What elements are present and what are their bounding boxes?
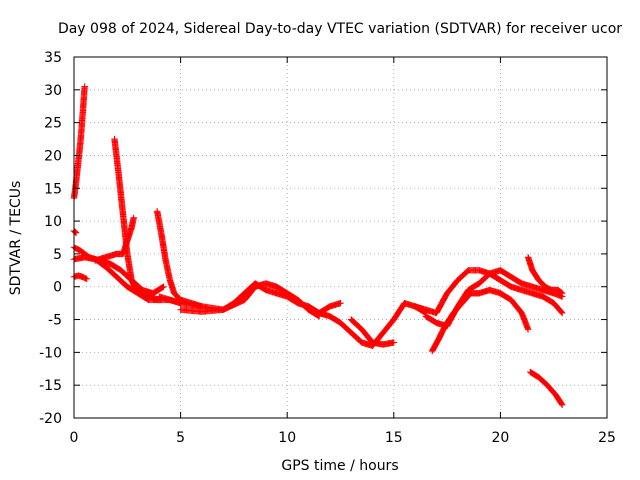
x-axis-label: GPS time / hours xyxy=(281,458,398,474)
series-track-12 xyxy=(348,316,397,348)
y-tick-label: -15 xyxy=(39,378,62,394)
y-tick-label: -10 xyxy=(39,345,62,361)
series-track-03 xyxy=(70,227,80,237)
x-tick-label: 10 xyxy=(278,430,296,446)
y-tick-label: -20 xyxy=(39,411,62,427)
x-tick-label: 0 xyxy=(70,430,79,446)
y-tick-label: -5 xyxy=(48,313,62,329)
y-tick-label: 35 xyxy=(44,50,62,66)
y-tick-label: 20 xyxy=(44,148,62,164)
x-tick-label: 20 xyxy=(491,430,509,446)
y-axis-label: SDTVAR / TECUs xyxy=(8,181,24,296)
y-tick-label: 25 xyxy=(44,116,62,132)
x-tick-label: 25 xyxy=(598,430,616,446)
plot-frame xyxy=(73,56,608,419)
axes: -20 -15 -10 -5 0 5 10 15 20 25 30 35 0 5 10 15 20 25 xyxy=(39,50,616,446)
data-series xyxy=(70,83,566,409)
series-track-07 xyxy=(111,135,163,304)
y-tick-label: 30 xyxy=(44,83,62,99)
y-tick-label: 5 xyxy=(53,247,62,263)
y-tick-label: 10 xyxy=(44,214,62,230)
grid xyxy=(74,57,607,418)
y-tick-label: 15 xyxy=(44,181,62,197)
x-tick-label: 5 xyxy=(176,430,185,446)
series-track-17 xyxy=(527,368,566,409)
chart-title: Day 098 of 2024, Sidereal Day-to-day VTE… xyxy=(58,21,622,37)
series-track-15 xyxy=(429,286,532,355)
series-track-01 xyxy=(70,83,88,202)
series-track-16 xyxy=(524,254,566,297)
series-track-10 xyxy=(177,280,323,320)
x-tick-label: 15 xyxy=(385,430,403,446)
series-track-11 xyxy=(316,299,429,349)
y-tick-label: 0 xyxy=(53,280,62,296)
